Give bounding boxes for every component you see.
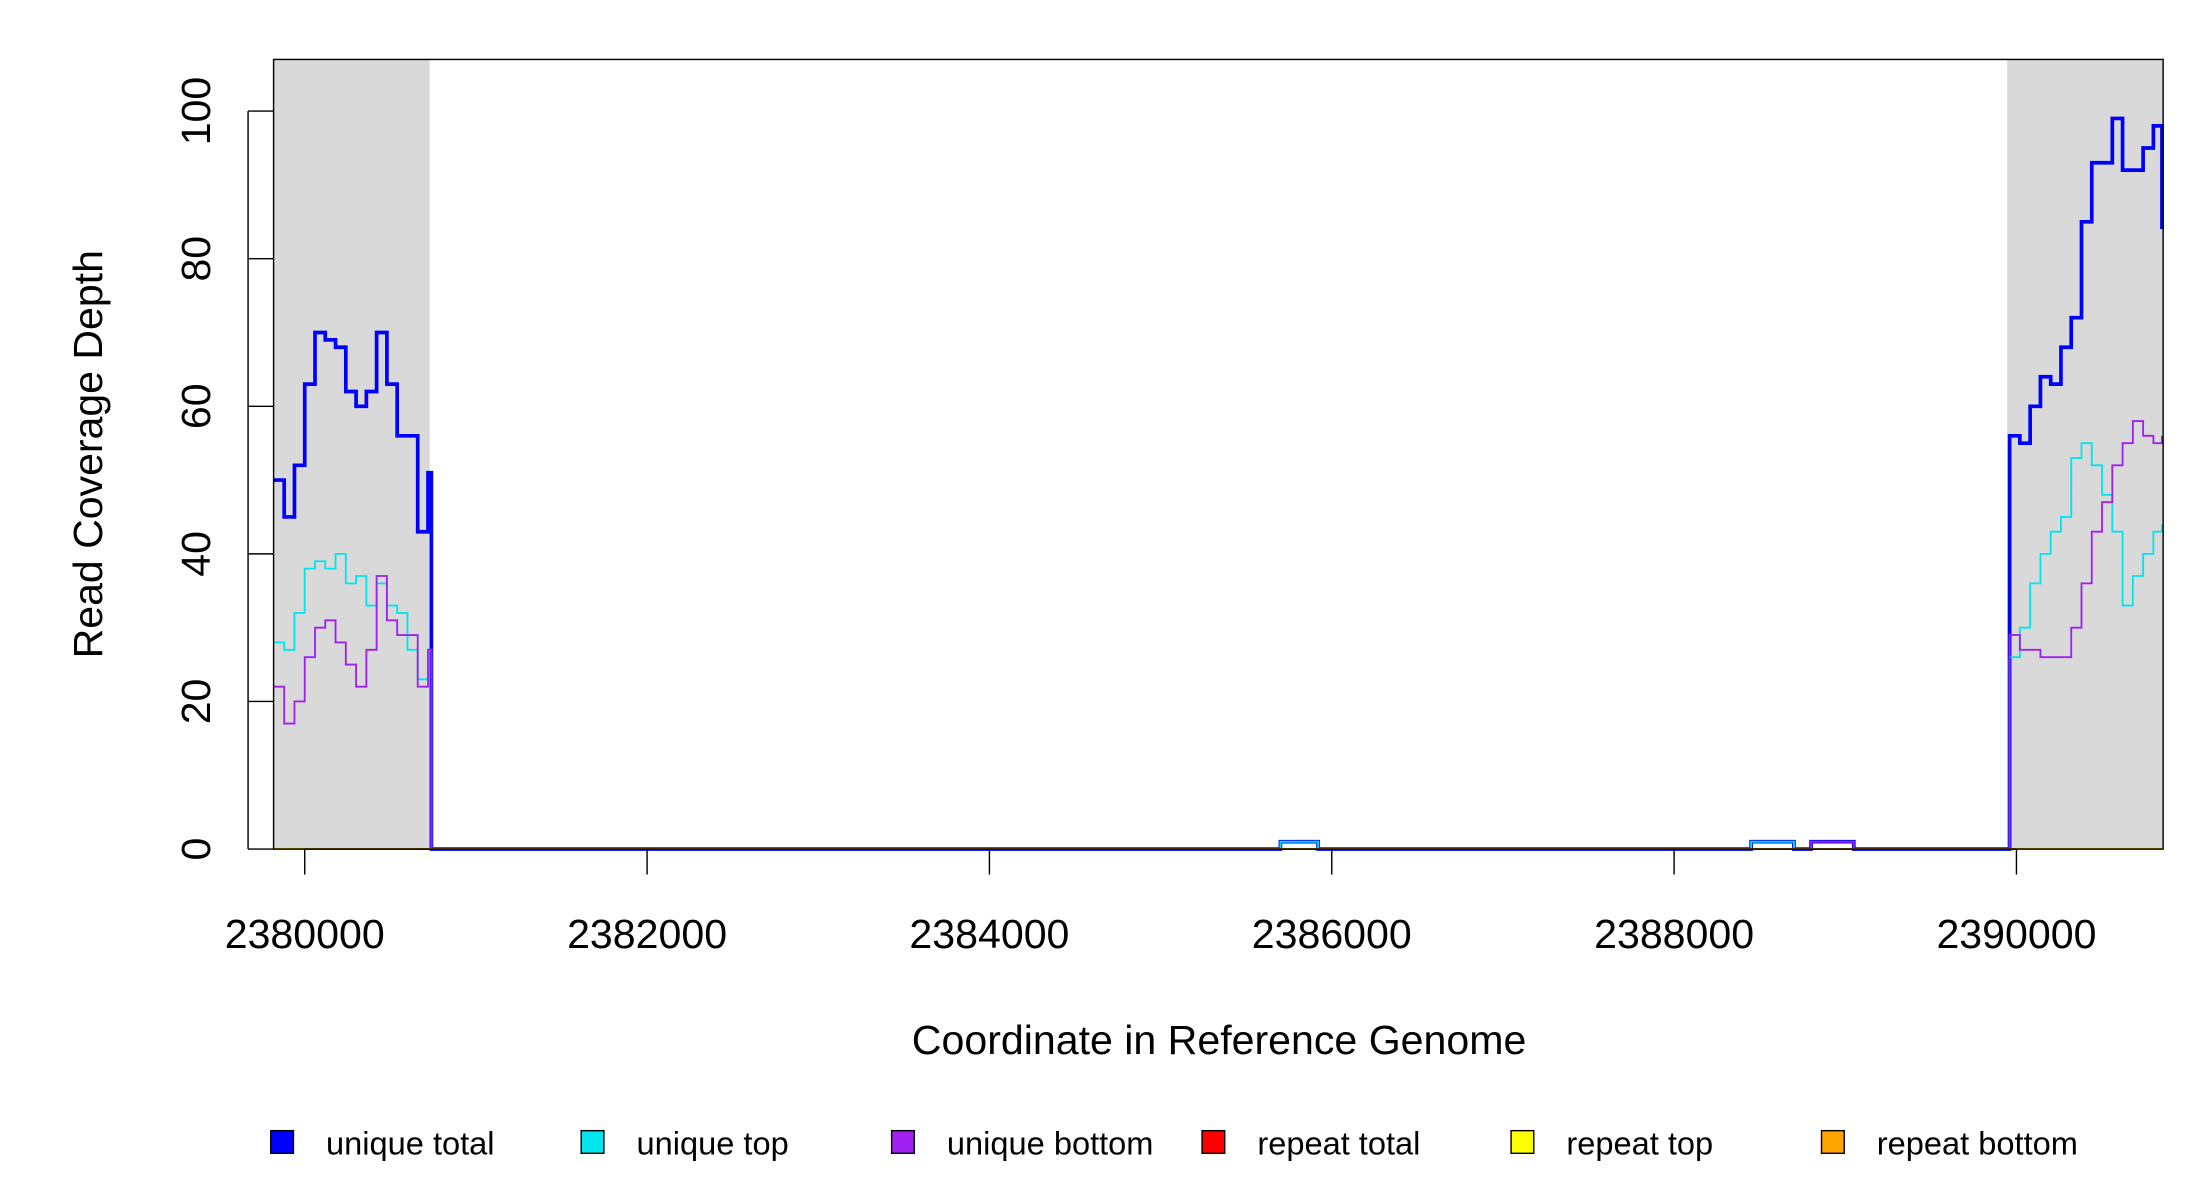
plot-area [273, 116, 2164, 851]
highlight-region [2007, 59, 2164, 850]
legend-label: repeat top [1566, 1126, 1713, 1162]
y-tick-label: 40 [173, 531, 219, 577]
x-axis-label: Coordinate in Reference Genome [912, 1017, 1527, 1063]
x-tick-label: 2382000 [567, 911, 727, 957]
legend-swatch [580, 1129, 605, 1155]
y-tick-label: 80 [173, 236, 219, 282]
legend-label: repeat bottom [1877, 1126, 2078, 1162]
highlight-region [273, 59, 430, 850]
series-line [273, 442, 2163, 850]
x-tick-label: 2390000 [1936, 911, 2096, 957]
legend-label: unique top [636, 1126, 788, 1162]
y-tick-label: 20 [173, 679, 219, 725]
x-tick-label: 2384000 [909, 911, 1069, 957]
y-tick-label: 60 [173, 383, 219, 429]
y-axis-label: Read Coverage Depth [65, 250, 111, 658]
series-line [273, 420, 2163, 850]
legend-swatch [1510, 1129, 1535, 1155]
legend-label: unique bottom [947, 1126, 1154, 1162]
legend-label: unique total [326, 1126, 495, 1162]
legend-swatch [890, 1129, 916, 1155]
plot-frame [272, 58, 2164, 850]
axes: 2380000 2382000 2384000 2386000 2388000 23900… [173, 77, 2097, 957]
y-tick-label: 100 [173, 77, 219, 145]
legend-swatch [1820, 1129, 1845, 1155]
x-tick-label: 2386000 [1252, 911, 1412, 957]
legend-swatch [1201, 1129, 1226, 1155]
legend: unique total unique top unique bottom repea… [270, 1126, 2078, 1162]
legend-swatch [270, 1129, 295, 1155]
series-line [273, 116, 2164, 851]
x-tick-label: 2388000 [1594, 911, 1754, 957]
x-tick-label: 2380000 [225, 911, 385, 957]
legend-label: repeat total [1257, 1126, 1420, 1162]
y-tick-label: 0 [173, 838, 219, 861]
background [273, 59, 2164, 850]
